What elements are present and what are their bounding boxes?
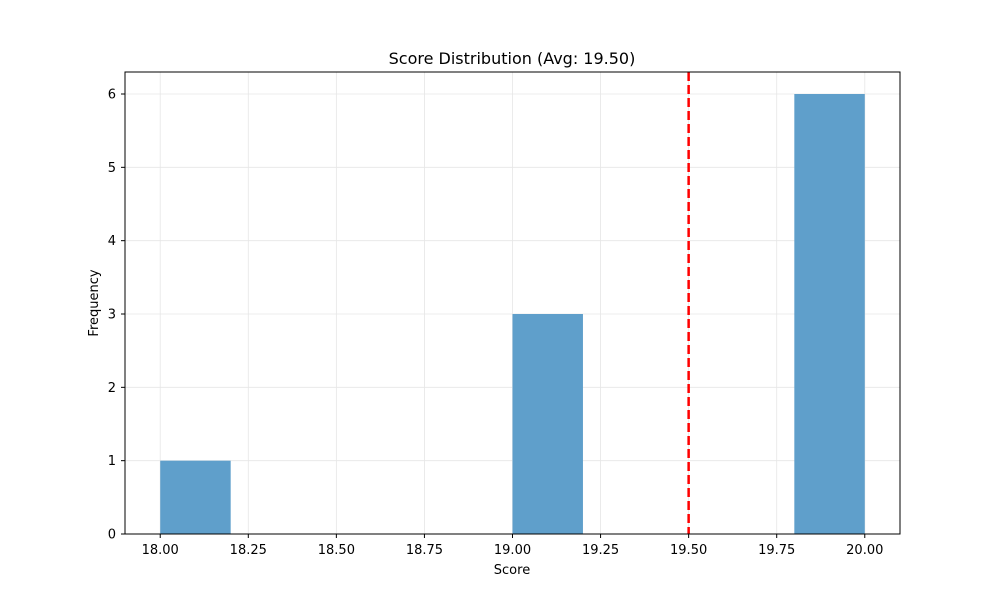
- y-tick-label: 6: [108, 88, 116, 103]
- x-tick-label: 18.75: [406, 543, 443, 558]
- bars: [160, 94, 865, 534]
- y-tick-label: 1: [108, 454, 116, 469]
- y-tick-label: 5: [108, 161, 116, 176]
- x-tick-label: 19.75: [758, 543, 795, 558]
- y-tick-label: 4: [108, 234, 116, 249]
- histogram-bar: [160, 460, 231, 534]
- y-axis-ticks: 0 1 2 3 4 5 6: [108, 88, 125, 543]
- x-tick-label: 19.50: [670, 543, 707, 558]
- x-tick-label: 18.00: [142, 543, 179, 558]
- x-axis-ticks: 18.00 18.25 18.50 18.75 19.00 19.25 19.50 19.75…: [142, 534, 883, 558]
- x-tick-label: 20.00: [846, 543, 883, 558]
- x-tick-label: 18.25: [230, 543, 267, 558]
- histogram-bar: [794, 94, 865, 534]
- x-tick-label: 19.00: [494, 543, 531, 558]
- y-tick-label: 2: [108, 381, 116, 396]
- x-axis-title: Score: [494, 563, 530, 578]
- x-tick-label: 19.25: [582, 543, 619, 558]
- histogram-bar: [512, 314, 583, 534]
- y-axis-title: Frequency: [87, 269, 102, 336]
- y-tick-label: 3: [108, 308, 116, 323]
- x-tick-label: 18.50: [318, 543, 355, 558]
- y-tick-label: 0: [108, 528, 116, 543]
- chart-title: Score Distribution (Avg: 19.50): [389, 49, 636, 68]
